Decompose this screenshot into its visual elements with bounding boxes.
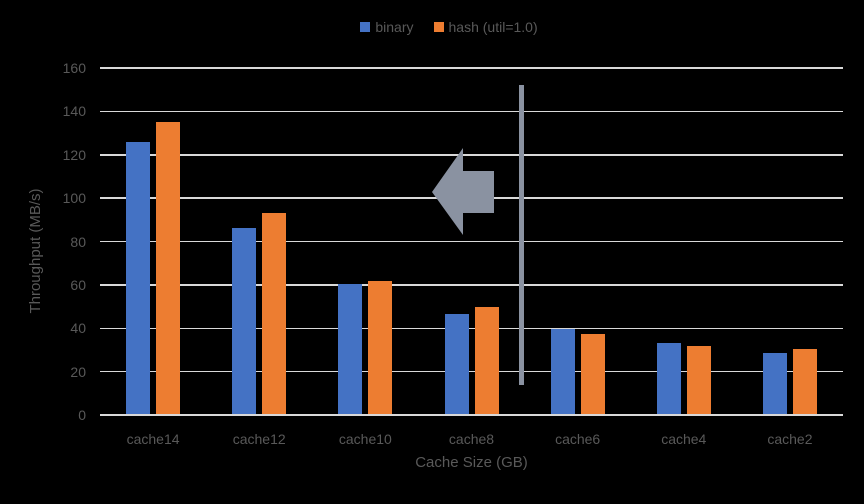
x-category-label-cache6: cache6 — [555, 431, 601, 447]
x-axis-line — [100, 414, 843, 416]
bar-binary-cache12 — [232, 228, 257, 415]
bar-hash-cache8 — [474, 306, 499, 415]
y-tick-label-0: 0 — [78, 407, 86, 423]
gridline-y80 — [100, 240, 843, 243]
vertical-divider-line — [519, 85, 524, 385]
gridline-y20 — [100, 370, 843, 373]
gridline-y160 — [100, 67, 843, 69]
bar-hash-cache6 — [580, 333, 605, 415]
gridline-y120 — [100, 154, 843, 156]
legend-label-binary: binary — [375, 19, 414, 35]
bar-binary-cache2 — [762, 353, 787, 415]
x-category-label-cache12: cache12 — [232, 431, 286, 447]
x-category-label-cache10: cache10 — [338, 431, 392, 447]
legend-swatch-binary-icon — [360, 22, 371, 32]
y-tick-label-100: 100 — [62, 190, 86, 207]
gridline-y140 — [100, 110, 843, 113]
x-category-labels: cache14 cache12 cache10 cache8 cache6 cache4 c… — [100, 431, 843, 449]
legend-item-binary: binary — [360, 19, 414, 35]
bar-hash-cache4 — [686, 345, 711, 415]
y-tick-label-60: 60 — [70, 276, 86, 293]
x-axis-title: Cache Size (GB) — [415, 454, 528, 471]
legend: binary hash (util=1.0) — [34, 18, 864, 36]
plot-area — [100, 67, 843, 416]
y-tick-label-80: 80 — [70, 233, 86, 250]
bar-binary-cache8 — [444, 314, 469, 415]
x-category-label-cache2: cache2 — [767, 431, 813, 447]
x-category-label-cache4: cache4 — [661, 431, 707, 447]
gridline-y100 — [100, 197, 843, 199]
y-tick-labels: 0 20 40 60 80 100 120 140 160 — [0, 0, 86, 504]
legend-label-hash: hash (util=1.0) — [448, 19, 538, 35]
x-category-label-cache14: cache14 — [126, 431, 180, 447]
bar-binary-cache4 — [656, 343, 681, 415]
bar-binary-cache10 — [338, 283, 363, 415]
bar-hash-cache14 — [156, 122, 181, 415]
bar-binary-cache6 — [550, 329, 575, 415]
x-category-label-cache8: cache8 — [448, 431, 495, 447]
legend-swatch-hash-icon — [433, 22, 444, 32]
y-tick-label-120: 120 — [62, 146, 86, 163]
legend-item-hash: hash (util=1.0) — [433, 19, 538, 35]
y-tick-label-40: 40 — [70, 320, 86, 337]
y-tick-label-160: 160 — [62, 60, 86, 76]
bar-binary-cache14 — [126, 141, 151, 415]
gridline-y40 — [100, 327, 843, 329]
y-tick-label-140: 140 — [62, 103, 86, 120]
bar-hash-cache10 — [368, 280, 393, 415]
bar-hash-cache2 — [792, 348, 817, 415]
bar-hash-cache12 — [262, 213, 287, 415]
gridline-y60 — [100, 284, 843, 286]
y-tick-label-20: 20 — [70, 363, 86, 380]
